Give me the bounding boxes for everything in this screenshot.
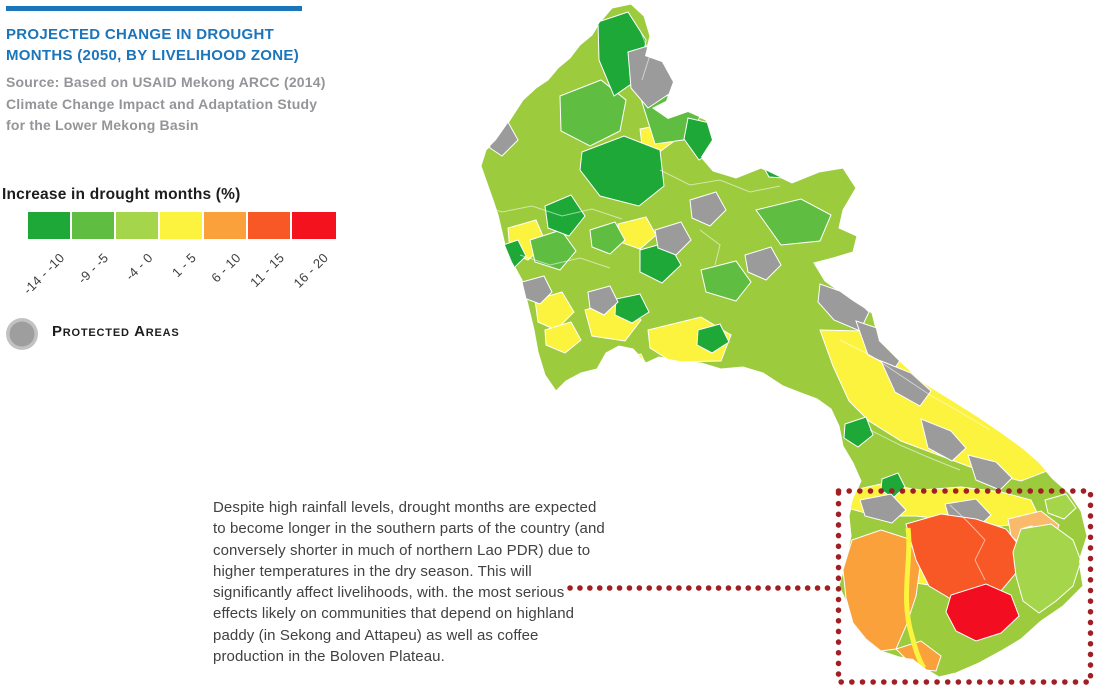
page-title: PROJECTED CHANGE IN DROUGHT MONTHS (2050… xyxy=(6,26,299,64)
legend-color-ramp xyxy=(28,212,336,239)
map-zones xyxy=(481,11,1082,672)
source-note: Source: Based on USAID Mekong ARCC (2014… xyxy=(6,74,326,133)
legend-swatch xyxy=(160,212,204,239)
legend-swatch xyxy=(292,212,336,239)
header-accent-rule xyxy=(6,6,302,11)
legend-swatch xyxy=(204,212,248,239)
protected-areas-label: Protected Areas xyxy=(52,323,180,340)
legend-swatch xyxy=(72,212,116,239)
annotation-paragraph: Despite high rainfall levels, drought mo… xyxy=(213,499,605,666)
river-strip xyxy=(904,527,927,670)
protected-areas-icon xyxy=(6,318,38,350)
highlight-callout xyxy=(567,488,1094,685)
legend-swatch xyxy=(116,212,160,239)
legend-swatch xyxy=(28,212,72,239)
protected-areas-legend: Protected Areas xyxy=(4,315,244,355)
legend-title: Increase in drought months (%) xyxy=(2,186,241,203)
callout-box xyxy=(835,488,1094,685)
legend-swatch xyxy=(248,212,292,239)
